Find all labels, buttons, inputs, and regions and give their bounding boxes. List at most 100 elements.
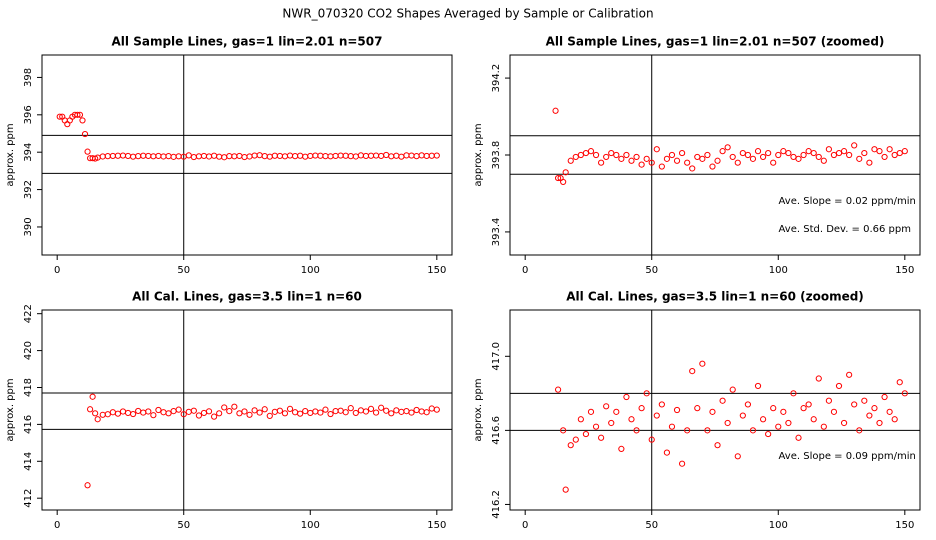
data-point xyxy=(734,159,741,166)
y-tick-label: 398 xyxy=(23,68,34,87)
data-point xyxy=(423,409,430,416)
data-point xyxy=(800,405,807,412)
data-point xyxy=(413,153,420,160)
data-point xyxy=(135,153,142,160)
data-point xyxy=(383,407,390,414)
data-point xyxy=(256,152,263,159)
data-point xyxy=(155,406,162,414)
data-point xyxy=(603,403,610,410)
data-point xyxy=(775,151,782,159)
plot-frame xyxy=(41,309,453,511)
data-point xyxy=(322,406,329,413)
x-tick-label: 150 xyxy=(895,265,914,276)
data-point xyxy=(754,148,762,155)
data-point xyxy=(876,419,883,427)
data-point xyxy=(648,436,655,443)
data-point xyxy=(367,152,375,159)
x-tick-label: 150 xyxy=(895,520,914,531)
chart-title: All Cal. Lines, gas=3.5 lin=1 n=60 (zoom… xyxy=(566,290,864,304)
y-tick-label: 416 xyxy=(23,415,34,434)
data-point xyxy=(226,153,233,160)
data-point xyxy=(866,159,873,166)
data-point xyxy=(109,152,116,160)
data-point xyxy=(623,393,630,401)
data-point xyxy=(388,410,395,417)
data-point xyxy=(94,416,101,423)
y-tick-label: 414 xyxy=(23,452,34,471)
data-point xyxy=(598,434,605,441)
data-point xyxy=(337,407,344,414)
data-point xyxy=(135,407,142,415)
data-point xyxy=(216,410,223,417)
annotation: Ave. Slope = 0.09 ppm/min xyxy=(779,451,916,462)
y-tick-label: 393.8 xyxy=(491,141,502,170)
data-point xyxy=(190,153,197,161)
data-point xyxy=(408,409,415,416)
data-point xyxy=(165,410,172,417)
data-point xyxy=(266,153,273,160)
page-title: NWR_070320 CO2 Shapes Averaged by Sample… xyxy=(282,7,653,21)
y-tick-label: 412 xyxy=(23,489,34,508)
data-point xyxy=(398,408,405,415)
chart-title: All Cal. Lines, gas=3.5 lin=1 n=60 xyxy=(132,290,362,304)
data-point xyxy=(327,410,334,418)
data-point xyxy=(332,152,339,160)
data-point xyxy=(638,161,645,168)
data-point xyxy=(398,153,405,160)
data-point xyxy=(216,153,223,160)
data-point xyxy=(378,152,385,160)
data-point xyxy=(704,427,711,434)
data-point xyxy=(160,153,167,160)
data-point xyxy=(830,151,838,159)
data-point xyxy=(317,409,324,416)
data-point xyxy=(678,149,686,157)
y-tick-label: 392 xyxy=(23,180,34,199)
data-point xyxy=(66,117,73,124)
data-point xyxy=(896,379,903,386)
y-tick-label: 390 xyxy=(23,217,34,236)
x-tick-label: 50 xyxy=(177,520,190,531)
data-point xyxy=(185,408,192,415)
data-point xyxy=(673,157,681,164)
data-point xyxy=(886,146,893,153)
data-point xyxy=(719,397,726,404)
data-point xyxy=(861,149,868,157)
y-axis-label: approx. ppm xyxy=(473,123,484,186)
data-point xyxy=(638,405,645,412)
data-point xyxy=(145,408,152,415)
data-point xyxy=(383,151,390,159)
data-point xyxy=(92,410,99,417)
data-point xyxy=(891,416,898,423)
data-point xyxy=(175,153,182,160)
data-point xyxy=(195,153,203,160)
data-point xyxy=(256,409,263,416)
data-point xyxy=(567,157,574,164)
data-point xyxy=(393,152,400,159)
data-point xyxy=(160,409,167,416)
data-point xyxy=(554,174,562,182)
data-point xyxy=(76,111,84,118)
data-point xyxy=(820,157,827,164)
data-point xyxy=(114,152,122,159)
data-point xyxy=(704,151,711,159)
data-point xyxy=(251,152,258,159)
data-point xyxy=(418,408,425,415)
data-point xyxy=(668,423,676,430)
data-point xyxy=(413,406,420,414)
data-point xyxy=(342,409,349,416)
data-point xyxy=(562,169,569,176)
data-point xyxy=(567,442,574,449)
data-point xyxy=(775,423,782,430)
data-point xyxy=(352,409,359,417)
data-point xyxy=(347,153,354,160)
data-point xyxy=(739,149,746,157)
x-tick-label: 150 xyxy=(427,265,446,276)
data-point xyxy=(598,159,605,166)
data-point xyxy=(724,419,731,427)
data-point xyxy=(291,409,299,416)
data-point xyxy=(145,152,152,160)
data-point xyxy=(840,148,848,155)
chart-title: All Sample Lines, gas=1 lin=2.01 n=507 xyxy=(112,35,383,49)
data-point xyxy=(582,149,590,157)
data-point xyxy=(744,401,752,408)
